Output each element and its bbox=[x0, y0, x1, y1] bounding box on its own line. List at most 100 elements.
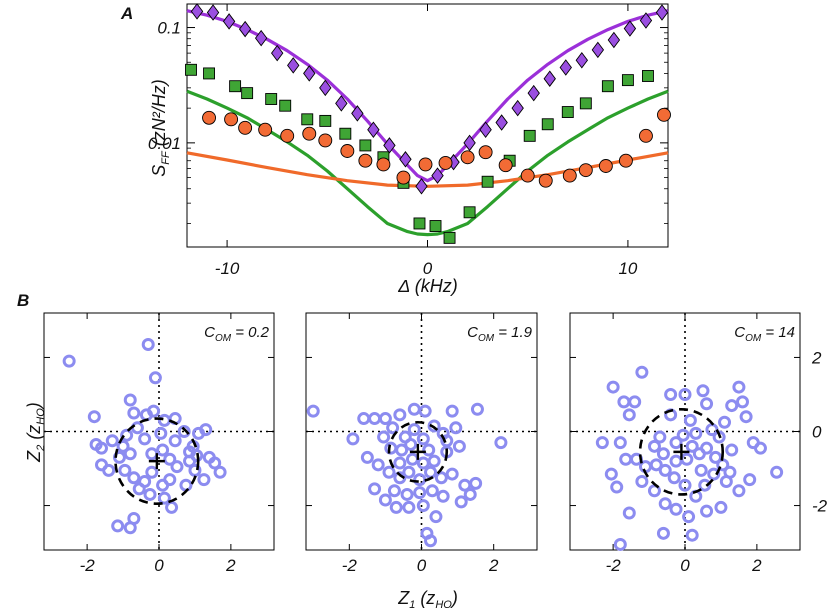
square-marker bbox=[561, 106, 574, 118]
panel-a-ylabel-main: S bbox=[149, 165, 169, 177]
subplot-com-0-2: -2 0 2 COM = 0.2 bbox=[43, 312, 275, 575]
scatter-point bbox=[736, 395, 749, 409]
panel-a-ticks: -10 0 10 0.01 0.1 bbox=[148, 4, 668, 278]
diamond-marker bbox=[351, 105, 364, 122]
scatter-point bbox=[445, 404, 459, 418]
scatter-point bbox=[719, 474, 733, 488]
scatter-point bbox=[382, 465, 396, 479]
scatter-point bbox=[127, 471, 141, 485]
scatter-point bbox=[698, 478, 712, 492]
scatter-point bbox=[418, 404, 432, 418]
subplot-ytick-label: 2 bbox=[811, 348, 822, 367]
scatter-point bbox=[700, 441, 714, 455]
subplot-ytick-label: 0 bbox=[812, 423, 822, 442]
variance-circle bbox=[638, 407, 725, 496]
purple-line bbox=[186, 9, 669, 183]
panel-b-ylabel-sub1: 2 bbox=[35, 445, 47, 452]
scatter-point bbox=[658, 497, 672, 511]
scatter-point bbox=[87, 410, 101, 424]
scatter-point bbox=[613, 436, 627, 450]
scatter-point bbox=[132, 482, 146, 496]
scatter-point bbox=[384, 441, 398, 455]
scatter-point bbox=[610, 480, 624, 494]
scatter-point bbox=[389, 500, 403, 514]
scatter-point bbox=[404, 437, 418, 451]
scatter-point bbox=[416, 456, 430, 470]
scatter-point bbox=[619, 452, 633, 466]
circle-marker bbox=[478, 145, 493, 160]
scatter-point bbox=[669, 436, 683, 450]
circle-marker bbox=[520, 168, 535, 183]
subplot-xtick-label: 2 bbox=[751, 556, 762, 575]
scatter-point bbox=[139, 408, 153, 422]
scatter-point bbox=[386, 421, 400, 435]
square-marker bbox=[319, 114, 332, 127]
panel-b-ylabel-sub2: HO bbox=[35, 408, 47, 425]
scatter-point bbox=[707, 467, 721, 481]
scatter-point bbox=[177, 425, 191, 438]
diamond-marker bbox=[559, 59, 572, 76]
scatter-point bbox=[678, 478, 692, 492]
circle-marker bbox=[280, 128, 295, 143]
scatter-point bbox=[617, 395, 631, 409]
variance-circle bbox=[114, 417, 200, 506]
scatter-point bbox=[118, 463, 132, 477]
panel-b-ylabel-main: Z bbox=[24, 450, 44, 463]
scatter-point bbox=[647, 439, 661, 453]
panel-a-ylabel: SFF (zN²/Hz) bbox=[149, 79, 172, 176]
diamond-marker bbox=[287, 57, 300, 74]
scatter-point bbox=[413, 473, 427, 487]
scatter-point bbox=[709, 450, 723, 464]
variance-circle bbox=[387, 420, 449, 483]
scatter-point bbox=[718, 415, 732, 429]
panel-b-xlabel: Z1 (zHO) bbox=[397, 588, 458, 611]
diamond-marker bbox=[383, 137, 396, 154]
scatter-point bbox=[427, 454, 441, 468]
circle-marker bbox=[302, 126, 317, 141]
panel-a-xtick-label: 10 bbox=[618, 259, 637, 278]
square-marker bbox=[443, 231, 456, 244]
panel-a-xtick-label: 0 bbox=[423, 259, 433, 278]
scatter-point bbox=[422, 443, 436, 457]
scatter-point bbox=[436, 489, 450, 503]
scatter-point bbox=[424, 465, 438, 479]
scatter-point bbox=[138, 432, 152, 446]
scatter-point bbox=[163, 452, 177, 466]
circle-marker bbox=[578, 163, 593, 178]
circle-marker bbox=[340, 144, 355, 158]
com-annotation-value: = 14 bbox=[761, 324, 795, 341]
diamond-marker bbox=[655, 4, 669, 21]
circle-marker bbox=[639, 128, 653, 143]
circle-marker bbox=[396, 170, 411, 185]
panel-a-ytick-label: 0.01 bbox=[148, 134, 181, 153]
circle-marker bbox=[598, 159, 613, 173]
circle-marker bbox=[318, 133, 333, 148]
square-marker bbox=[541, 118, 554, 131]
scatter-point bbox=[127, 406, 141, 420]
scatter-point bbox=[685, 439, 699, 453]
circle-marker bbox=[224, 112, 239, 127]
circle-marker bbox=[238, 120, 253, 135]
scatter-point bbox=[378, 412, 392, 426]
scatter-point bbox=[157, 491, 171, 505]
diamond-marker bbox=[623, 20, 637, 37]
scatter-point bbox=[123, 521, 137, 535]
square-marker bbox=[429, 220, 442, 232]
scatter-point bbox=[622, 408, 636, 422]
com-annotation-sub: OM bbox=[478, 333, 495, 344]
scatter-point bbox=[62, 354, 76, 368]
scatter-point bbox=[371, 458, 385, 472]
scatter-point bbox=[445, 467, 459, 481]
scatter-point bbox=[199, 423, 213, 437]
diamond-marker bbox=[399, 151, 412, 168]
diamond-marker bbox=[591, 41, 605, 59]
scatter-point bbox=[700, 504, 714, 518]
subplot-xtick-label: 0 bbox=[417, 556, 427, 575]
scatter-point bbox=[635, 365, 649, 379]
panel-b-xlabel-rest: (z bbox=[415, 588, 435, 608]
scatter-point bbox=[416, 499, 430, 513]
com-annotation-sub: OM bbox=[745, 333, 762, 344]
scatter-point bbox=[753, 441, 767, 455]
